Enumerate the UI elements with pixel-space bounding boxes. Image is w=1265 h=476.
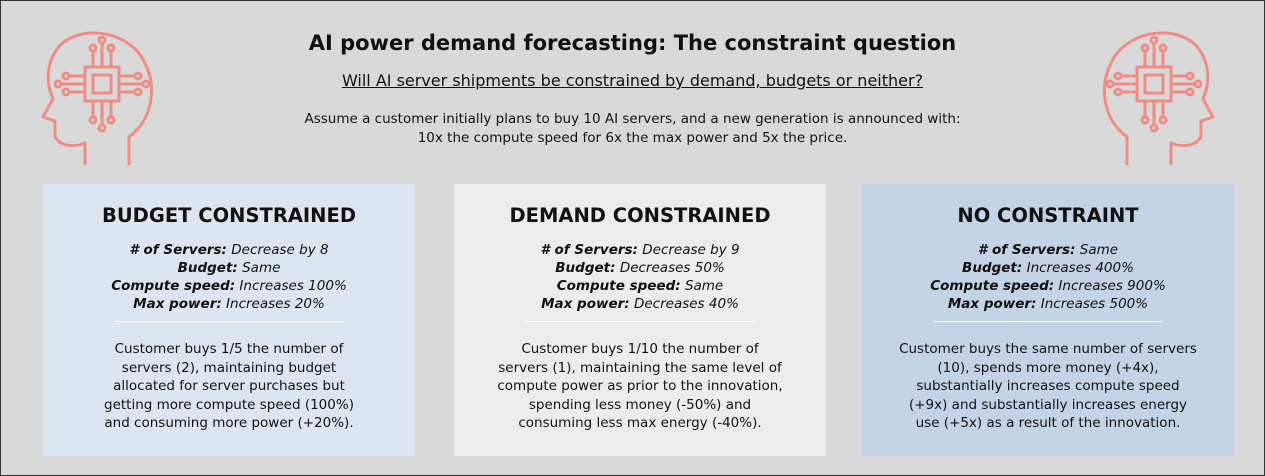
item-label: Compute speed:	[111, 278, 235, 294]
intro-line: Assume a customer initially plans to buy…	[1, 111, 1264, 127]
card-item: # of Servers: Same	[862, 241, 1234, 259]
title: AI power demand forecasting: The constra…	[1, 31, 1264, 55]
card-item: Max power: Decreases 40%	[454, 295, 826, 313]
item-label: Budget:	[178, 260, 238, 276]
item-label: Max power:	[541, 296, 630, 312]
description-line: consuming less max energy (-40%).	[454, 414, 826, 433]
item-value: Same	[685, 278, 723, 294]
item-label: Budget:	[555, 260, 615, 276]
item-label: # of Servers:	[129, 242, 227, 258]
item-label: # of Servers:	[540, 242, 638, 258]
card-item: # of Servers: Decrease by 9	[454, 241, 826, 259]
item-label: Compute speed:	[557, 278, 681, 294]
item-value: Same	[1080, 242, 1118, 258]
description-line: servers (2), maintaining budget	[43, 359, 415, 378]
description-line: compute power as prior to the innovation…	[454, 377, 826, 396]
subtitle: Will AI server shipments be constrained …	[1, 71, 1264, 90]
description-line: allocated for server purchases but	[43, 377, 415, 396]
card-item: Compute speed: Increases 900%	[862, 277, 1234, 295]
card-item: Budget: Increases 400%	[862, 259, 1234, 277]
item-value: Decrease by 9	[642, 242, 739, 258]
divider	[933, 321, 1163, 322]
item-value: Increases 500%	[1041, 296, 1148, 312]
description-line: use (+5x) as a result of the innovation.	[862, 414, 1234, 433]
item-value: Decreases 50%	[620, 260, 725, 276]
description-line: (10), spends more money (+4x),	[862, 359, 1234, 378]
item-value: Increases 20%	[226, 296, 325, 312]
description-line: Customer buys the same number of servers	[862, 340, 1234, 359]
card: DEMAND CONSTRAINED # of Servers: Decrease…	[454, 184, 826, 456]
card-item: Budget: Decreases 50%	[454, 259, 826, 277]
card-item: Max power: Increases 500%	[862, 295, 1234, 313]
card-item: Max power: Increases 20%	[43, 295, 415, 313]
description-line: Customer buys 1/5 the number of	[43, 340, 415, 359]
description-line: spending less money (-50%) and	[454, 396, 826, 415]
intro-line: 10x the compute speed for 6x the max pow…	[1, 130, 1264, 146]
card-title: BUDGET CONSTRAINED	[43, 204, 415, 227]
card-title: NO CONSTRAINT	[862, 204, 1234, 227]
item-value: Decrease by 8	[231, 242, 328, 258]
item-value: Same	[242, 260, 280, 276]
description-line: getting more compute speed (100%)	[43, 396, 415, 415]
item-value: Increases 400%	[1027, 260, 1134, 276]
card: BUDGET CONSTRAINED # of Servers: Decrease…	[43, 184, 415, 456]
item-label: Max power:	[133, 296, 222, 312]
item-label: Compute speed:	[930, 278, 1054, 294]
card-item: # of Servers: Decrease by 8	[43, 241, 415, 259]
item-value: Increases 100%	[239, 278, 346, 294]
description-line: substantially increases compute speed	[862, 377, 1234, 396]
item-value: Increases 900%	[1058, 278, 1165, 294]
description-line: (+9x) and substantially increases energy	[862, 396, 1234, 415]
description-line: Customer buys 1/10 the number of	[454, 340, 826, 359]
description-line: and consuming more power (+20%).	[43, 414, 415, 433]
card-title: DEMAND CONSTRAINED	[454, 204, 826, 227]
divider	[114, 321, 344, 322]
item-label: Budget:	[962, 260, 1022, 276]
item-label: Max power:	[948, 296, 1037, 312]
divider	[525, 321, 755, 322]
description-line: servers (1), maintaining the same level …	[454, 359, 826, 378]
item-label: # of Servers:	[978, 242, 1076, 258]
card-item: Compute speed: Increases 100%	[43, 277, 415, 295]
card-item: Budget: Same	[43, 259, 415, 277]
infographic: AI power demand forecasting: The constra…	[0, 0, 1265, 476]
item-value: Decreases 40%	[634, 296, 739, 312]
card-item: Compute speed: Same	[454, 277, 826, 295]
